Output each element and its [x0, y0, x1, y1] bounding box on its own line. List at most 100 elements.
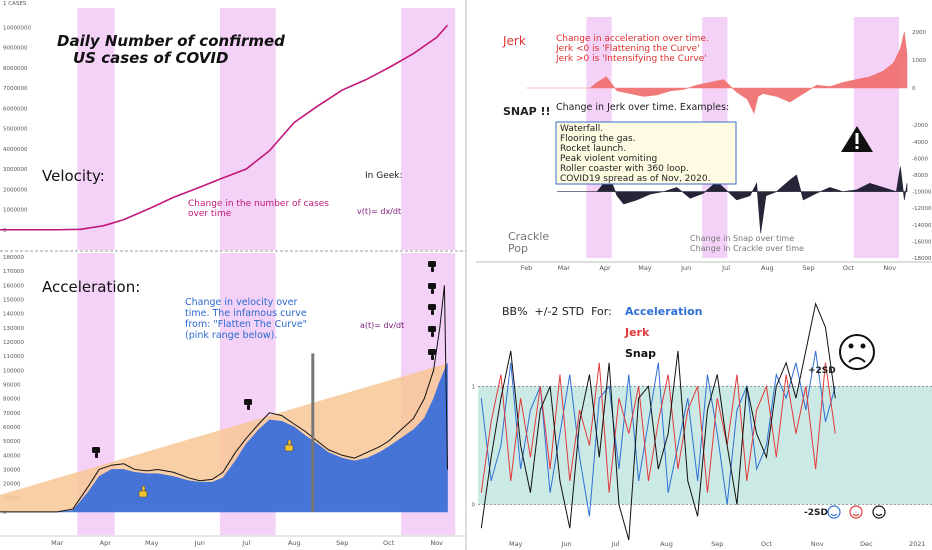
example: Waterfall.	[560, 124, 603, 134]
note: Change in Jerk over time. Examples:	[556, 102, 729, 113]
y-tick-label: 170000	[3, 269, 24, 275]
note: In Geek:	[365, 171, 403, 181]
example: COVID19 spread as of Nov, 2020.	[560, 174, 710, 184]
y-axis-label: 1 CASES	[3, 1, 27, 7]
y-tick-label: 1000000	[3, 208, 28, 214]
note: Change in Snap over time	[690, 234, 794, 243]
y-tick-label: 120000	[3, 340, 24, 346]
x-tick-label: Jun	[194, 539, 205, 547]
note: Pop	[508, 242, 528, 255]
y-tick-label: 110000	[3, 354, 24, 360]
example: Peak violent vomiting	[560, 154, 657, 164]
note: Change in acceleration over time.	[556, 34, 709, 44]
note: Change in velocity over	[185, 297, 297, 308]
example: Flooring the gas.	[560, 134, 636, 144]
y-tick-label: -2000	[912, 123, 928, 129]
x-tick-label: Jul	[241, 539, 250, 547]
sad-face-icon	[839, 334, 875, 370]
y-tick-label: 20000	[3, 482, 21, 488]
y2-tick-label: 2000	[912, 30, 926, 36]
x-tick-label: Oct	[383, 539, 395, 547]
x-tick-label: Dec	[860, 540, 873, 548]
outlier-bar	[311, 353, 315, 512]
note: Change in Crackle over time	[690, 244, 804, 253]
note: time. The infamous curve	[185, 308, 307, 319]
warning-icon	[841, 126, 873, 152]
y-tick-label: -16000	[912, 239, 932, 245]
y-tick-label: 8000000	[3, 66, 28, 72]
y-tick-label: 40000	[3, 453, 21, 459]
y-tick-label: 3000000	[3, 167, 28, 173]
note: from: "Flatten The Curve"	[185, 319, 307, 330]
y-tick-label: 50000	[3, 439, 21, 445]
series-line	[0, 285, 449, 513]
y-tick-label: 130000	[3, 326, 24, 332]
note: Change in the number of cases	[188, 199, 329, 209]
x-tick-label: Nov	[811, 540, 824, 548]
y-tick-label: 7000000	[3, 86, 28, 92]
chart-title: Daily Number of confirmed	[57, 32, 285, 50]
y2-tick-label: 1000	[912, 58, 926, 64]
x-tick-label: Apr	[599, 264, 611, 272]
x-tick-label: May	[145, 539, 159, 547]
y-tick-label: 0	[472, 503, 476, 509]
y-tick-label: -12000	[912, 206, 932, 212]
highlight-range	[219, 8, 276, 250]
series-label: Jerk	[502, 34, 526, 48]
highlight-range	[77, 8, 115, 250]
y-tick-label: -10000	[912, 190, 932, 196]
x-tick-label: Mar	[558, 264, 571, 272]
x-tick-label: Feb	[521, 264, 533, 272]
series-area	[526, 31, 908, 115]
band-label: +2SD	[808, 366, 836, 376]
x-tick-label: Sep	[802, 264, 814, 272]
example: Roller coaster with 360 loop.	[560, 164, 689, 174]
y2-tick-label: 0	[912, 86, 916, 92]
series-area	[0, 363, 448, 513]
y-tick-label: 160000	[3, 283, 24, 289]
x-tick-label: Oct	[761, 540, 773, 548]
y-tick-label: 180000	[3, 255, 24, 261]
note: (pink range below).	[185, 330, 277, 341]
chart-title: BB% +/-2 STD For:	[502, 305, 612, 318]
formula: a(t)= dv/dt	[360, 321, 404, 330]
y-tick-label: -14000	[912, 223, 932, 229]
y-tick-label: -8000	[912, 173, 928, 179]
y-tick-label: 9000000	[3, 46, 28, 52]
heading: SNAP !!	[503, 105, 551, 118]
example: Rocket launch.	[560, 144, 626, 154]
x-tick-label: Nov	[883, 264, 896, 272]
series-line	[0, 24, 449, 231]
x-tick-label: May	[509, 540, 523, 548]
note: over time	[188, 209, 232, 219]
heading: Velocity:	[42, 167, 105, 185]
y-tick-label: 90000	[3, 383, 21, 389]
x-tick-label: Aug	[288, 539, 301, 547]
series-line	[480, 301, 836, 541]
note: Jerk >0 is 'Intensifying the Curve'	[555, 54, 707, 64]
y-tick-label: 140000	[3, 312, 24, 318]
y-tick-label: 60000	[3, 425, 21, 431]
y-tick-label: 0	[3, 228, 7, 234]
x-tick-label: Oct	[843, 264, 855, 272]
y-tick-label: 4000000	[3, 147, 28, 153]
y-tick-label: -4000	[912, 140, 928, 146]
series-area	[557, 166, 908, 234]
x-tick-label: Jun	[560, 540, 571, 548]
y-tick-label: -18000	[912, 256, 932, 262]
x-tick-label: May	[638, 264, 652, 272]
note: Crackle	[508, 230, 549, 243]
x-tick-label: Sep	[336, 539, 348, 547]
x-tick-label: Apr	[100, 539, 112, 547]
y-tick-label: 2000000	[3, 187, 28, 193]
note: Jerk <0 is 'Flattening the Curve'	[555, 44, 700, 54]
y-tick-label: 100000	[3, 368, 24, 374]
x-tick-label: 2021	[909, 540, 926, 548]
band-label: -2SD	[804, 508, 828, 518]
y-tick-label: 1	[472, 384, 476, 390]
x-tick-label: Mar	[51, 539, 64, 547]
y-tick-label: 6000000	[3, 106, 28, 112]
y-tick-label: 0	[3, 510, 7, 516]
y-tick-label: -6000	[912, 156, 928, 162]
